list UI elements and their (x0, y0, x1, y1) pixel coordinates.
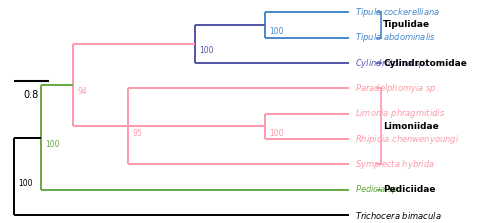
Text: 0.8: 0.8 (24, 90, 39, 100)
Text: 100: 100 (269, 129, 283, 138)
Text: 94: 94 (78, 87, 87, 96)
Text: $\bf{\it{Symplecta\ hybrida}}$: $\bf{\it{Symplecta\ hybrida}}$ (356, 158, 436, 171)
Text: $\bf{\it{Trichocera\ bimacula}}$: $\bf{\it{Trichocera\ bimacula}}$ (356, 210, 442, 221)
Text: Limoniidae: Limoniidae (384, 122, 439, 131)
Text: $\bf{\it{Pedicia\ sp.}}$: $\bf{\it{Pedicia\ sp.}}$ (356, 183, 402, 196)
Text: Cylindrotomidae: Cylindrotomidae (384, 58, 467, 68)
Text: $\bf{\it{Cylindrotoma\ sp.}}$: $\bf{\it{Cylindrotoma\ sp.}}$ (356, 56, 428, 70)
Text: $\bf{\it{Limonia\ phragmitidis}}$: $\bf{\it{Limonia\ phragmitidis}}$ (356, 107, 446, 120)
Text: 100: 100 (18, 179, 32, 188)
Text: $\bf{\it{Paradelphomyia\ sp.}}$: $\bf{\it{Paradelphomyia\ sp.}}$ (356, 82, 440, 95)
Text: Tipulidae: Tipulidae (384, 21, 430, 29)
Text: 100: 100 (45, 140, 60, 149)
Text: 100: 100 (200, 46, 214, 55)
Text: 95: 95 (132, 129, 142, 138)
Text: $\bf{\it{Rhipidia\ chenwenyoungi}}$: $\bf{\it{Rhipidia\ chenwenyoungi}}$ (356, 133, 460, 146)
Text: 100: 100 (269, 27, 283, 36)
Text: $\bf{\it{Tipula\ cockerelliana}}$: $\bf{\it{Tipula\ cockerelliana}}$ (356, 6, 440, 19)
Text: Pediciidae: Pediciidae (384, 185, 436, 194)
Text: $\bf{\it{Tipula\ abdominalis}}$: $\bf{\it{Tipula\ abdominalis}}$ (356, 31, 436, 44)
